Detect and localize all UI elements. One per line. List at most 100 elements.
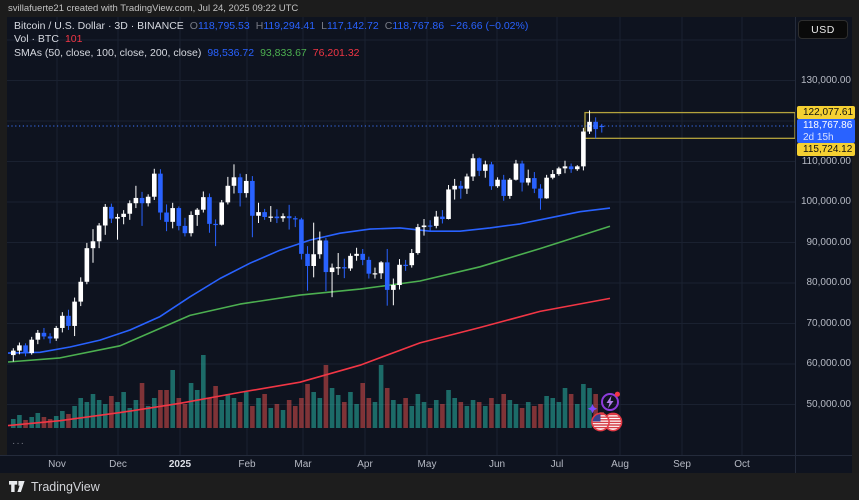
candle-body	[109, 206, 114, 219]
candle-body	[305, 253, 310, 266]
candle-body	[268, 216, 274, 218]
sma200-value: 76,201.32	[312, 46, 360, 59]
volume-bar	[109, 396, 114, 428]
candle-body	[170, 208, 175, 222]
candle-body	[470, 158, 476, 177]
volume-bar	[556, 402, 562, 428]
low-value: 117,142.72	[326, 20, 379, 32]
volume-bar	[96, 400, 102, 428]
volume-bar	[102, 404, 108, 428]
candle-body	[151, 173, 157, 197]
candle-body	[139, 197, 145, 204]
price-range-rectangle[interactable]	[584, 111, 796, 139]
us-flag-emoji-icon[interactable]	[591, 412, 623, 432]
candle-body	[262, 212, 267, 217]
volume-bar	[311, 392, 316, 428]
candle-body	[53, 327, 59, 339]
currency-toggle-button[interactable]: USD	[798, 20, 848, 39]
volume-bar	[188, 383, 194, 428]
volume-bar	[145, 406, 151, 428]
volume-bar	[29, 417, 34, 428]
volume-bar	[127, 408, 133, 428]
candle-body	[317, 240, 323, 255]
tradingview-brand-text[interactable]: TradingView	[31, 479, 100, 494]
candle-body	[127, 203, 133, 214]
chart-legend: Bitcoin / U.S. Dollar · 3D · BINANCE O118…	[14, 20, 528, 60]
candle-body	[581, 131, 586, 167]
candle-body	[299, 219, 304, 254]
candle-body	[372, 273, 378, 275]
volume-bar	[360, 383, 366, 428]
candle-body	[250, 180, 255, 216]
emoji-stickers[interactable]	[583, 384, 629, 434]
candle-body	[29, 339, 34, 354]
volume-bar	[133, 400, 139, 428]
candle-body	[292, 218, 298, 220]
attribution-bar: svillafuerte21 created with TradingView.…	[0, 0, 859, 17]
candle-body	[286, 216, 292, 219]
pane-expand-button[interactable]: ···	[12, 438, 25, 449]
volume-bar	[384, 388, 390, 428]
candle-body	[427, 225, 433, 227]
tradingview-logo-icon[interactable]	[9, 480, 25, 493]
time-axis-label: Jun	[488, 459, 506, 470]
sma200-line[interactable]	[7, 297, 611, 427]
candle-body	[464, 176, 470, 189]
volume-bar	[372, 402, 378, 428]
legend-sma-row[interactable]: SMAs (50, close, 100, close, 200, close)…	[14, 47, 528, 60]
legend-symbol-row[interactable]: Bitcoin / U.S. Dollar · 3D · BINANCE O118…	[14, 20, 528, 33]
volume-bar	[458, 402, 464, 428]
candle-body	[311, 254, 316, 266]
price-tag-current: 118,767.86 2d 15h	[797, 118, 855, 143]
candle-body	[574, 166, 580, 170]
volume-bar	[250, 406, 255, 428]
volume-bar	[139, 383, 145, 428]
candle-body	[495, 179, 500, 187]
volume-bar	[464, 406, 470, 428]
candle-body	[188, 214, 194, 234]
volume-bar	[176, 398, 182, 428]
volume-bar	[476, 402, 482, 428]
volume-bar	[317, 398, 323, 428]
volume-bar	[495, 404, 500, 428]
current-price-value: 118,767.86	[803, 119, 853, 131]
volume-bar	[60, 411, 65, 428]
volume-bar	[182, 404, 188, 428]
high-value: 119,294.41	[263, 20, 316, 32]
volume-bar	[348, 392, 353, 428]
candle-body	[568, 166, 574, 170]
volume-bar	[562, 388, 568, 428]
price-axis-label: 90,000.00	[806, 236, 852, 248]
candle-body	[280, 216, 286, 219]
volume-bar	[391, 400, 396, 428]
footer-bar: TradingView	[0, 473, 859, 500]
volume-bar	[280, 410, 286, 428]
volume-bar	[538, 404, 543, 428]
zap-emoji-icon[interactable]	[587, 391, 621, 414]
volume-bar	[35, 413, 41, 428]
volume-bar	[72, 406, 77, 428]
attribution-text: svillafuerte21 created with TradingView.…	[8, 3, 299, 14]
candle-body	[213, 223, 218, 226]
candle-body	[231, 177, 237, 186]
candle-body	[84, 248, 90, 282]
volume-bar	[403, 398, 408, 428]
volume-bar	[470, 400, 476, 428]
volume-bar	[544, 396, 549, 428]
sma50-line[interactable]	[7, 207, 611, 354]
time-axis-label: Sep	[673, 459, 691, 470]
time-axis-label: 2025	[168, 459, 192, 470]
candle-body	[378, 262, 384, 274]
sma-label: SMAs (50, close, 100, close, 200, close)	[14, 46, 202, 59]
candle-body	[115, 216, 120, 219]
candle-body	[201, 197, 206, 210]
candle-body	[256, 212, 261, 216]
candle-body	[96, 225, 102, 242]
sma100-line[interactable]	[7, 225, 611, 363]
candle-body	[102, 206, 108, 226]
candle-body	[72, 301, 77, 326]
volume-bar	[151, 398, 157, 428]
high-label: H	[255, 20, 264, 32]
legend-volume-row[interactable]: Vol · BTC 101	[14, 33, 528, 46]
